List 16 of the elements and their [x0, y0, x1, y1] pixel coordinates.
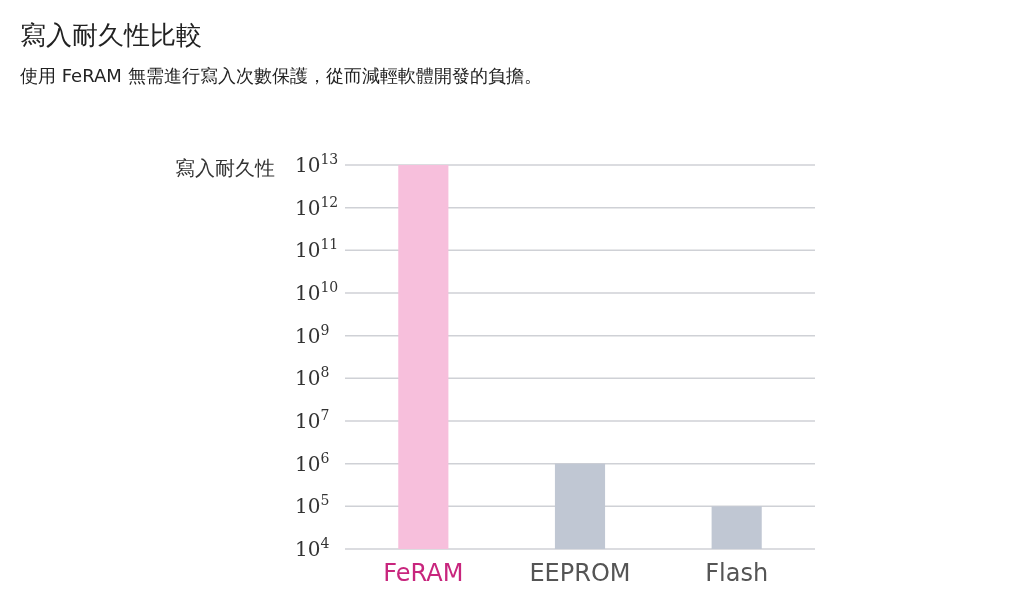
y-tick-label: 10$^{4}$	[295, 535, 330, 561]
text: 寫入耐久性比較	[20, 20, 202, 50]
y-axis-title: 寫入耐久性	[175, 156, 275, 180]
y-tick-label: 10$^{5}$	[295, 492, 330, 519]
y-tick-label: 10$^{13}$	[295, 151, 339, 177]
x-tick-label: EEPROM	[529, 559, 631, 587]
y-tick-label: 10$^{9}$	[295, 321, 330, 348]
y-tick-label: 10$^{12}$	[295, 193, 339, 220]
chart-subtitle: 使用 FeRAM 無需進行寫入次數保護，從而減輕軟體開發的負擔。	[20, 65, 542, 86]
y-tick-label: 10$^{10}$	[295, 279, 339, 305]
y-tick-label: 10$^{11}$	[295, 236, 339, 263]
y-tick-label: 10$^{6}$	[295, 449, 330, 476]
x-tick-label: Flash	[705, 559, 769, 587]
x-tick-label: FeRAM	[383, 559, 464, 587]
y-tick-label: 10$^{8}$	[295, 364, 330, 391]
y-tick-label: 10$^{7}$	[295, 407, 330, 433]
